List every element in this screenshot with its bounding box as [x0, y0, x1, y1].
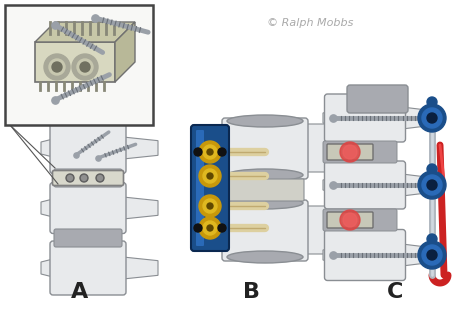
Circle shape [199, 217, 221, 239]
FancyBboxPatch shape [54, 169, 122, 187]
Polygon shape [323, 110, 333, 126]
Polygon shape [35, 22, 135, 42]
Polygon shape [402, 107, 432, 129]
Polygon shape [123, 197, 158, 219]
Polygon shape [123, 257, 158, 279]
Polygon shape [41, 139, 53, 157]
Circle shape [203, 145, 217, 159]
Ellipse shape [227, 197, 303, 209]
Circle shape [72, 54, 98, 80]
Circle shape [203, 221, 217, 235]
FancyBboxPatch shape [325, 161, 405, 209]
Circle shape [422, 245, 442, 265]
Polygon shape [115, 22, 135, 82]
Circle shape [418, 104, 446, 132]
Circle shape [203, 169, 217, 183]
FancyBboxPatch shape [226, 179, 304, 201]
Circle shape [82, 175, 86, 180]
Circle shape [194, 224, 202, 232]
Circle shape [98, 175, 102, 180]
Circle shape [340, 142, 360, 162]
Circle shape [422, 175, 442, 195]
FancyBboxPatch shape [222, 200, 308, 261]
Ellipse shape [227, 251, 303, 263]
Circle shape [427, 180, 437, 190]
Polygon shape [323, 248, 333, 262]
Circle shape [343, 145, 357, 159]
Circle shape [418, 241, 446, 269]
FancyBboxPatch shape [347, 85, 408, 113]
Circle shape [207, 225, 213, 231]
FancyBboxPatch shape [5, 5, 153, 125]
FancyBboxPatch shape [299, 206, 342, 254]
FancyBboxPatch shape [191, 125, 229, 251]
FancyBboxPatch shape [53, 170, 124, 185]
FancyBboxPatch shape [327, 212, 373, 228]
Circle shape [427, 164, 437, 174]
Polygon shape [402, 244, 432, 266]
Text: C: C [387, 282, 403, 302]
FancyBboxPatch shape [325, 94, 405, 142]
FancyBboxPatch shape [299, 124, 342, 172]
Circle shape [427, 113, 437, 123]
FancyBboxPatch shape [50, 183, 126, 234]
Circle shape [207, 203, 213, 209]
Polygon shape [41, 199, 53, 217]
Circle shape [80, 174, 88, 182]
Circle shape [203, 199, 217, 213]
Polygon shape [323, 178, 333, 193]
FancyBboxPatch shape [327, 144, 373, 160]
FancyBboxPatch shape [222, 118, 308, 179]
Circle shape [67, 175, 73, 180]
FancyBboxPatch shape [50, 241, 126, 295]
Polygon shape [41, 259, 53, 277]
Circle shape [418, 171, 446, 199]
Circle shape [96, 174, 104, 182]
Text: B: B [244, 282, 261, 302]
FancyBboxPatch shape [323, 141, 397, 163]
Circle shape [218, 224, 226, 232]
Circle shape [218, 148, 226, 156]
Circle shape [49, 59, 65, 75]
Circle shape [207, 173, 213, 179]
Circle shape [427, 97, 437, 107]
Ellipse shape [227, 169, 303, 181]
Circle shape [199, 165, 221, 187]
Circle shape [340, 210, 360, 230]
FancyBboxPatch shape [54, 229, 122, 247]
Text: © Ralph Mobbs: © Ralph Mobbs [267, 18, 353, 28]
Circle shape [427, 234, 437, 244]
Ellipse shape [227, 115, 303, 127]
Circle shape [194, 148, 202, 156]
Circle shape [199, 195, 221, 217]
Circle shape [66, 174, 74, 182]
Circle shape [77, 59, 93, 75]
Circle shape [199, 141, 221, 163]
Circle shape [207, 149, 213, 155]
Circle shape [52, 62, 62, 72]
Circle shape [80, 62, 90, 72]
Polygon shape [402, 174, 432, 196]
FancyBboxPatch shape [325, 230, 405, 281]
Circle shape [44, 54, 70, 80]
Circle shape [343, 213, 357, 227]
FancyBboxPatch shape [50, 123, 126, 174]
FancyBboxPatch shape [35, 42, 115, 82]
Polygon shape [123, 137, 158, 159]
FancyBboxPatch shape [196, 130, 204, 246]
FancyBboxPatch shape [323, 209, 397, 231]
Circle shape [427, 250, 437, 260]
Circle shape [422, 108, 442, 128]
Text: A: A [72, 282, 89, 302]
